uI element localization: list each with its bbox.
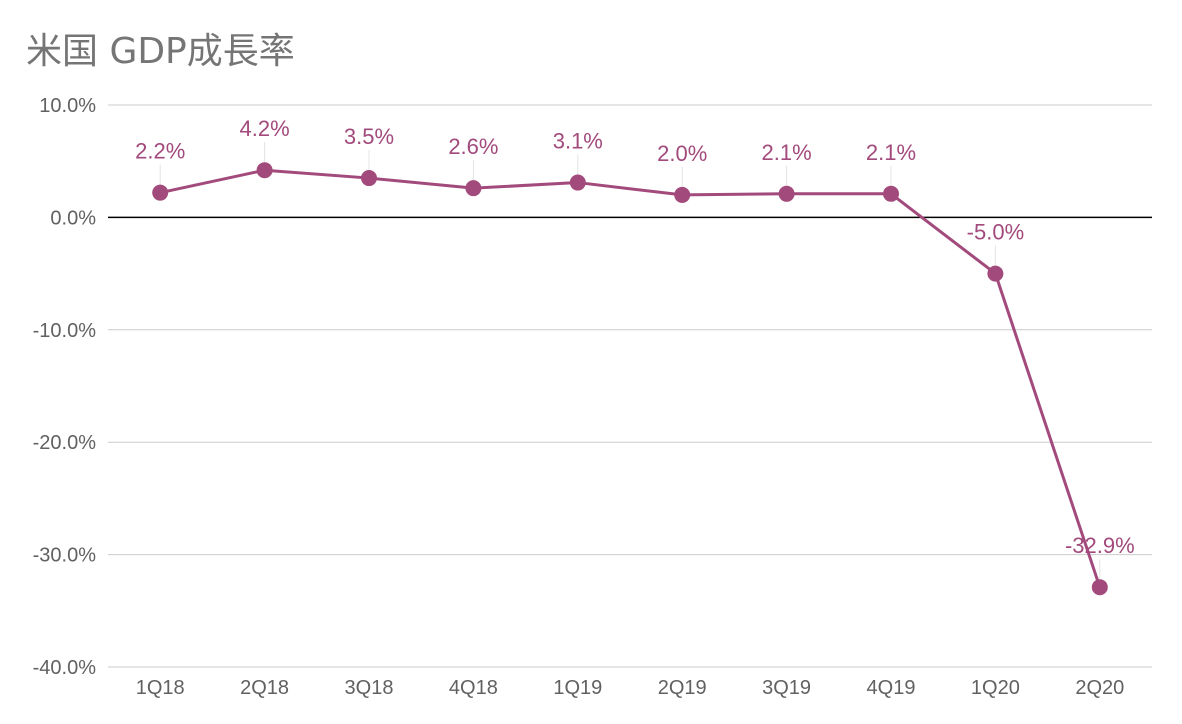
y-tick-label: -30.0% xyxy=(33,545,97,567)
y-axis-tick-labels: 10.0% 0.0% -10.0% -20.0% -30.0% -40.0% xyxy=(33,95,97,679)
x-tick-label: 4Q19 xyxy=(867,677,916,699)
data-label: 2.1% xyxy=(762,140,812,165)
series-line xyxy=(159,168,1102,588)
x-tick-label: 1Q20 xyxy=(971,677,1020,699)
data-label: 3.5% xyxy=(344,124,394,149)
data-point xyxy=(361,170,377,187)
x-tick-label: 3Q18 xyxy=(345,677,394,699)
data-label: -5.0% xyxy=(967,220,1024,245)
gridlines xyxy=(108,104,1152,668)
data-labels: 2.2% 4.2% 3.5% 2.6% 3.1% 2.0% 2.1% 2.1% -5.0% -32… xyxy=(135,116,1135,558)
data-label-leaders xyxy=(159,142,1101,580)
chart-title: 米国 GDP成長率 xyxy=(26,31,295,72)
data-point xyxy=(569,174,586,191)
data-point xyxy=(674,186,691,203)
x-tick-label: 4Q18 xyxy=(449,677,498,699)
data-label: 2.6% xyxy=(448,134,498,159)
x-tick-label: 2Q19 xyxy=(658,677,707,699)
y-tick-label: -40.0% xyxy=(33,657,97,679)
y-tick-label: 10.0% xyxy=(39,95,96,117)
data-label: 2.2% xyxy=(135,139,185,164)
data-label: 4.2% xyxy=(240,116,290,141)
x-tick-label: 2Q18 xyxy=(240,677,289,699)
data-label: -32.9% xyxy=(1065,533,1135,558)
y-tick-label: -10.0% xyxy=(33,320,97,342)
data-point xyxy=(152,184,169,201)
data-label: 2.0% xyxy=(657,141,707,166)
series-line-layer xyxy=(159,168,1102,588)
data-label: 2.1% xyxy=(866,140,916,165)
data-point xyxy=(465,180,482,197)
x-tick-label: 1Q18 xyxy=(136,677,185,699)
data-point xyxy=(256,162,273,179)
data-point xyxy=(883,185,899,202)
data-point xyxy=(778,185,795,202)
x-tick-label: 1Q19 xyxy=(553,677,602,699)
x-tick-label: 2Q20 xyxy=(1075,677,1124,699)
x-tick-label: 3Q19 xyxy=(762,677,811,699)
y-tick-label: 0.0% xyxy=(50,207,96,229)
data-points xyxy=(152,162,1108,596)
data-point xyxy=(1091,579,1108,596)
data-label: 3.1% xyxy=(553,129,603,154)
y-tick-label: -20.0% xyxy=(33,432,97,454)
data-point xyxy=(987,265,1004,282)
x-axis-tick-labels: 1Q18 2Q18 3Q18 4Q18 1Q19 2Q19 3Q19 4Q19 1Q20 2Q20 xyxy=(136,677,1125,699)
